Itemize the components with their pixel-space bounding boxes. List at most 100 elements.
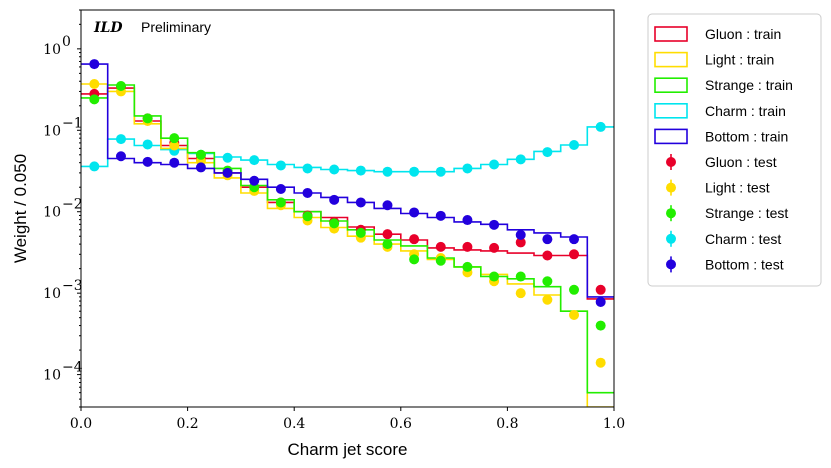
data-point — [542, 147, 553, 158]
y-tick-exponent: −4 — [62, 360, 83, 376]
bottom-test-points — [89, 59, 606, 307]
experiment-label: ILD — [93, 20, 123, 36]
y-tick-label: 10 — [43, 123, 61, 139]
strange-train-histogram — [81, 84, 614, 394]
data-point — [275, 184, 286, 195]
data-point — [595, 296, 606, 307]
legend-swatch — [654, 77, 688, 93]
legend-marker — [666, 182, 676, 193]
data-point — [515, 288, 526, 299]
plot-frame — [80, 9, 615, 408]
x-tick-label: 0.6 — [390, 416, 412, 432]
gluon-train-legend-entry: Gluon : train — [654, 26, 781, 42]
data-point — [489, 159, 500, 170]
light-test-legend-entry: Light : test — [666, 179, 770, 196]
data-point — [515, 154, 526, 165]
data-point — [275, 160, 286, 171]
legend-swatch — [654, 51, 688, 68]
data-point — [195, 149, 206, 160]
legend-swatch — [654, 128, 688, 145]
data-point — [195, 162, 206, 173]
strange-test-legend-entry: Strange : test — [666, 205, 788, 222]
data-point — [569, 309, 580, 320]
strange-train-legend-entry: Strange : train — [654, 77, 793, 93]
legend-label: Charm : train — [705, 103, 786, 119]
legend-box — [647, 13, 822, 287]
data-point — [249, 155, 260, 166]
data-point — [142, 139, 153, 150]
data-point — [169, 157, 180, 168]
y-tick-exponent: −2 — [62, 197, 83, 213]
y-tick-exponent: −3 — [62, 278, 83, 294]
legend-marker — [666, 259, 676, 270]
light-train-legend-entry: Light : train — [654, 51, 774, 68]
legend-label: Gluon : train — [705, 26, 781, 42]
charm-test-points — [0, 121, 606, 177]
data-point — [569, 139, 580, 150]
y-tick-label: 10 — [43, 286, 61, 302]
data-point — [435, 255, 446, 266]
data-point — [142, 156, 153, 167]
data-point — [355, 197, 366, 208]
data-point — [595, 284, 606, 295]
data-point — [515, 237, 526, 248]
data-point — [409, 207, 420, 218]
status-label: Preliminary — [141, 19, 211, 35]
data-point — [595, 121, 606, 132]
strange-test-points — [89, 80, 606, 331]
data-point — [302, 187, 313, 198]
data-point — [142, 113, 153, 124]
plot-area — [0, 59, 614, 407]
data-point — [409, 254, 420, 265]
data-point — [355, 165, 366, 176]
data-point — [89, 94, 100, 105]
legend-label: Bottom : train — [705, 128, 788, 144]
bottom-train-legend-entry: Bottom : train — [654, 128, 788, 145]
y-tick-exponent: −1 — [62, 115, 83, 131]
legend-marker — [666, 208, 676, 219]
legend-swatch — [654, 26, 688, 42]
charm-train-legend-entry: Charm : train — [654, 103, 786, 119]
data-point — [89, 79, 100, 90]
data-point — [489, 271, 500, 282]
data-point — [595, 357, 606, 368]
data-point — [0, 140, 5, 150]
data-point — [515, 229, 526, 240]
legend-label: Bottom : test — [705, 256, 784, 272]
data-point — [115, 134, 126, 145]
x-tick-label: 0.0 — [70, 416, 92, 432]
data-point — [569, 234, 580, 245]
legend-label: Light : test — [705, 180, 770, 196]
data-point — [329, 218, 340, 229]
y-tick-exponent: 0 — [62, 34, 71, 50]
data-point — [542, 276, 553, 287]
data-point — [515, 271, 526, 282]
y-tick-label: 10 — [43, 205, 61, 221]
data-point — [89, 59, 100, 70]
data-point — [355, 227, 366, 238]
y-tick-label: 10 — [43, 368, 61, 384]
x-tick-label: 0.4 — [283, 416, 305, 432]
data-point — [249, 175, 260, 186]
data-point — [489, 242, 500, 253]
gluon-test-points — [89, 82, 606, 295]
gluon-test-legend-entry: Gluon : test — [666, 154, 777, 170]
data-point — [382, 239, 393, 250]
data-point — [569, 284, 580, 295]
data-point — [302, 163, 313, 174]
legend-marker — [666, 157, 676, 167]
data-point — [462, 261, 473, 272]
data-point — [382, 229, 393, 240]
legend-label: Strange : train — [705, 77, 793, 93]
bottom-test-legend-entry: Bottom : test — [666, 256, 784, 273]
legend-swatch — [654, 103, 688, 119]
data-point — [435, 166, 446, 177]
data-point — [409, 166, 420, 177]
data-point — [542, 294, 553, 305]
data-point — [222, 152, 233, 163]
legend-label: Strange : test — [705, 205, 788, 221]
data-point — [169, 133, 180, 144]
legend-label: Light : train — [705, 52, 774, 68]
